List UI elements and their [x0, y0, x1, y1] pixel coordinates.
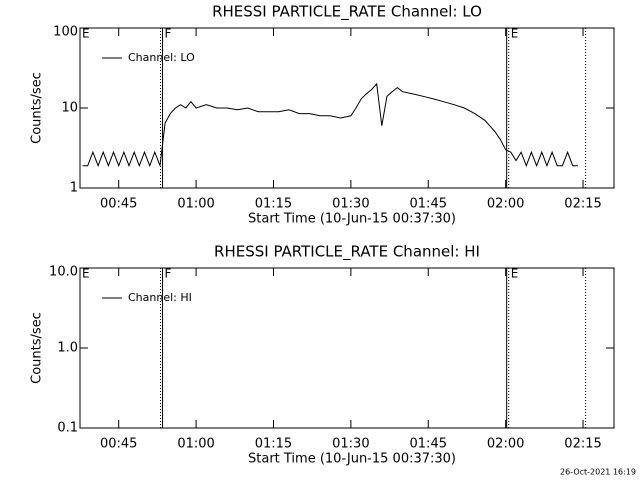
x-tick-label: 02:00 — [487, 437, 524, 452]
x-tick-label: 01:00 — [177, 437, 214, 452]
y-tick-label: 1 — [70, 181, 78, 196]
annotation: E — [511, 267, 519, 281]
chart-title: RHESSI PARTICLE_RATE Channel: LO — [212, 3, 482, 22]
y-tick-label: 10 — [61, 101, 78, 116]
chart-title: RHESSI PARTICLE_RATE Channel: HI — [214, 243, 480, 262]
y-axis-label: Counts/sec — [30, 312, 45, 384]
x-axis-label: Start Time (10-Jun-15 00:37:30) — [248, 212, 456, 227]
legend-label: Channel: LO — [128, 51, 195, 64]
annotation: E — [82, 267, 90, 281]
annotation: E — [82, 27, 90, 41]
y-axis-label: Counts/sec — [30, 72, 45, 144]
x-tick-label: 01:45 — [410, 437, 447, 452]
x-axis-label: Start Time (10-Jun-15 00:37:30) — [248, 452, 456, 467]
legend-label: Channel: HI — [128, 291, 192, 304]
x-tick-label: 01:15 — [255, 437, 292, 452]
x-tick-label: 01:30 — [332, 197, 369, 212]
x-tick-label: 02:15 — [564, 197, 601, 212]
annotation: F — [165, 27, 172, 41]
x-tick-label: 02:15 — [564, 437, 601, 452]
y-tick-label: 100 — [53, 25, 78, 40]
annotation: F — [165, 267, 172, 281]
data-line — [82, 82, 578, 168]
y-tick-label: 0.1 — [57, 421, 78, 436]
timestamp: 26-Oct-2021 16:19 — [560, 468, 636, 477]
x-tick-label: 01:15 — [255, 197, 292, 212]
x-tick-label: 02:00 — [487, 197, 524, 212]
x-tick-label: 00:45 — [100, 437, 137, 452]
x-tick-label: 01:30 — [332, 437, 369, 452]
x-tick-label: 00:45 — [100, 197, 137, 212]
y-tick-label: 1.0 — [57, 341, 78, 356]
x-tick-label: 01:45 — [410, 197, 447, 212]
y-tick-label: 10.0 — [49, 265, 78, 280]
annotation: E — [511, 27, 519, 41]
x-tick-label: 01:00 — [177, 197, 214, 212]
